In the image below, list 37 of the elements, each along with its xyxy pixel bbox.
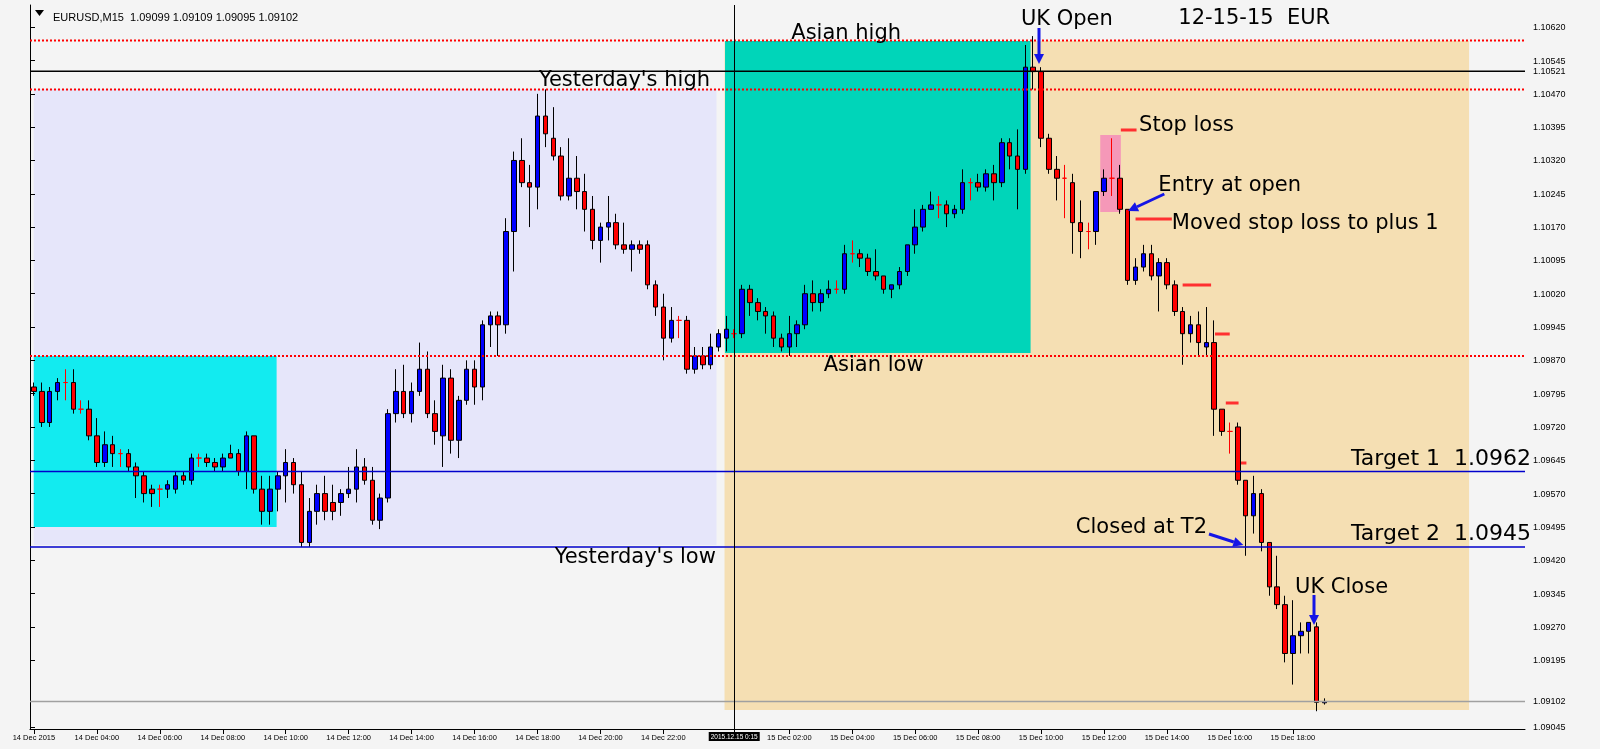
y-tick-label: 1.10170 — [1533, 222, 1566, 233]
y-tick-label: 1.09945 — [1533, 322, 1566, 333]
annotation: Entry at open — [1158, 172, 1302, 196]
y-tick-label: 1.10320 — [1533, 155, 1566, 166]
annotation: Asian low — [823, 352, 924, 376]
y-tick-label: 1.10620 — [1533, 22, 1566, 33]
annotation: UK Open — [1020, 6, 1113, 30]
annotation: Stop loss — [1139, 112, 1235, 136]
ref-line-label: Target 1 1.0962 — [1349, 444, 1531, 470]
y-tick-label: 1.09270 — [1533, 621, 1566, 632]
annotation: 12-15-15 EUR — [1178, 5, 1331, 29]
annotation: UK Close — [1295, 574, 1389, 598]
y-tick-label: 1.09720 — [1533, 421, 1566, 432]
y-tick-label: 1.09645 — [1533, 455, 1566, 466]
y-tick-label: 1.09795 — [1533, 388, 1566, 399]
annotation: Yesterday's low — [553, 544, 716, 568]
y-tick-label: 1.10470 — [1533, 88, 1566, 99]
annotation: Asian high — [791, 20, 902, 44]
y-tick-label: 1.09045 — [1533, 721, 1566, 732]
annotation: Yesterday's high — [537, 67, 711, 91]
y-tick-label: 1.10545 — [1533, 55, 1566, 66]
y-tick-label: 1.10020 — [1533, 288, 1566, 299]
y-tick-label: 1.10395 — [1533, 122, 1566, 133]
ref-line-label: Target 2 1.0945 — [1349, 520, 1531, 546]
y-tick-label: 1.09102 — [1533, 696, 1566, 707]
y-tick-label: 1.10521 — [1533, 66, 1566, 77]
y-tick-label: 1.09195 — [1533, 655, 1566, 666]
annotation: Moved stop loss to plus 1 — [1171, 210, 1439, 234]
text: EURUSD,M15 1.09099 1.09109 1.09095 1.09102 — [53, 10, 299, 23]
y-tick-label: 1.09570 — [1533, 488, 1566, 499]
y-tick-label: 1.09870 — [1533, 355, 1566, 366]
annotation: Closed at T2 — [1075, 514, 1208, 538]
y-tick-label: 1.09420 — [1533, 555, 1566, 566]
y-tick-label: 1.10095 — [1533, 255, 1566, 266]
y-tick-label: 1.10245 — [1533, 188, 1566, 199]
y-tick-label: 1.09345 — [1533, 588, 1566, 599]
y-tick-label: 1.09495 — [1533, 521, 1566, 532]
